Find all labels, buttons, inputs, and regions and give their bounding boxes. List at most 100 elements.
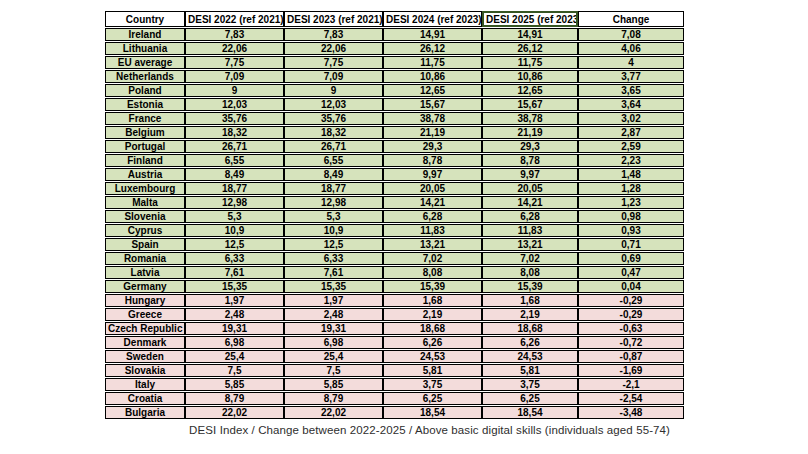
- desi_2023-cell: 8,49: [284, 168, 383, 181]
- desi_2023-cell: 6,98: [284, 336, 383, 349]
- desi_2023-cell: 19,31: [284, 322, 383, 335]
- desi_2023-cell: 5,85: [284, 378, 383, 391]
- table-row: Denmark6,986,986,266,26-0,72: [105, 336, 684, 349]
- table-row: Netherlands7,097,0910,8610,863,77: [105, 70, 684, 83]
- desi_2024-cell: 14,21: [383, 196, 482, 209]
- change-cell: -0,72: [578, 336, 684, 349]
- table-row: Finland6,556,558,788,782,23: [105, 154, 684, 167]
- desi_2025-cell: 29,3: [482, 140, 578, 153]
- desi-table-container: Country DESI 2022 (ref 2021) DESI 2023 (…: [105, 10, 684, 420]
- change-cell: 4: [578, 56, 684, 69]
- change-cell: 4,06: [578, 42, 684, 55]
- table-row: Portugal26,7126,7129,329,32,59: [105, 140, 684, 153]
- table-row: Sweden25,425,424,5324,53-0,87: [105, 350, 684, 363]
- country-cell: Slovenia: [105, 210, 185, 223]
- desi_2022-cell: 7,5: [185, 364, 284, 377]
- desi_2022-cell: 6,98: [185, 336, 284, 349]
- column-header-desi-2025-highlighted: DESI 2025 (ref 2023): [482, 11, 578, 27]
- change-cell: -1,69: [578, 364, 684, 377]
- change-cell: 3,65: [578, 84, 684, 97]
- desi-table: Country DESI 2022 (ref 2021) DESI 2023 (…: [105, 10, 684, 420]
- change-cell: 0,04: [578, 280, 684, 293]
- change-cell: 1,48: [578, 168, 684, 181]
- country-cell: Austria: [105, 168, 185, 181]
- desi_2024-cell: 20,05: [383, 182, 482, 195]
- desi_2025-cell: 20,05: [482, 182, 578, 195]
- table-row: Austria8,498,499,979,971,48: [105, 168, 684, 181]
- desi_2023-cell: 8,79: [284, 392, 383, 405]
- page: Country DESI 2022 (ref 2021) DESI 2023 (…: [0, 0, 808, 454]
- change-cell: -2,54: [578, 392, 684, 405]
- change-cell: 1,28: [578, 182, 684, 195]
- desi_2025-cell: 7,02: [482, 252, 578, 265]
- change-cell: 7,08: [578, 28, 684, 41]
- desi_2023-cell: 15,35: [284, 280, 383, 293]
- change-cell: 2,23: [578, 154, 684, 167]
- desi_2022-cell: 8,79: [185, 392, 284, 405]
- table-header: Country DESI 2022 (ref 2021) DESI 2023 (…: [105, 11, 684, 27]
- change-cell: 3,02: [578, 112, 684, 125]
- change-cell: 2,87: [578, 126, 684, 139]
- change-cell: 2,59: [578, 140, 684, 153]
- desi_2022-cell: 25,4: [185, 350, 284, 363]
- desi_2025-cell: 10,86: [482, 70, 578, 83]
- table-row: Spain12,512,513,2113,210,71: [105, 238, 684, 251]
- desi_2024-cell: 38,78: [383, 112, 482, 125]
- country-cell: Spain: [105, 238, 185, 251]
- country-cell: Bulgaria: [105, 406, 185, 419]
- change-cell: 0,69: [578, 252, 684, 265]
- change-cell: 1,23: [578, 196, 684, 209]
- desi_2025-cell: 6,26: [482, 336, 578, 349]
- desi_2023-cell: 6,33: [284, 252, 383, 265]
- table-row: Belgium18,3218,3221,1921,192,87: [105, 126, 684, 139]
- column-header-desi-2023: DESI 2023 (ref 2021): [284, 11, 383, 27]
- desi_2025-cell: 26,12: [482, 42, 578, 55]
- desi_2023-cell: 7,09: [284, 70, 383, 83]
- desi_2023-cell: 7,61: [284, 266, 383, 279]
- change-cell: -0,29: [578, 294, 684, 307]
- desi_2022-cell: 7,09: [185, 70, 284, 83]
- desi_2023-cell: 35,76: [284, 112, 383, 125]
- desi_2024-cell: 12,65: [383, 84, 482, 97]
- table-row: EU average7,757,7511,7511,754: [105, 56, 684, 69]
- country-cell: Luxembourg: [105, 182, 185, 195]
- country-cell: Denmark: [105, 336, 185, 349]
- table-row: Poland9912,6512,653,65: [105, 84, 684, 97]
- desi_2025-cell: 18,54: [482, 406, 578, 419]
- desi_2022-cell: 22,06: [185, 42, 284, 55]
- country-cell: Portugal: [105, 140, 185, 153]
- change-cell: 0,47: [578, 266, 684, 279]
- column-header-country: Country: [105, 11, 185, 27]
- desi_2022-cell: 12,5: [185, 238, 284, 251]
- desi_2024-cell: 2,19: [383, 308, 482, 321]
- table-row: Germany15,3515,3515,3915,390,04: [105, 280, 684, 293]
- desi_2024-cell: 9,97: [383, 168, 482, 181]
- desi_2024-cell: 18,54: [383, 406, 482, 419]
- desi_2024-cell: 6,26: [383, 336, 482, 349]
- country-cell: Slovakia: [105, 364, 185, 377]
- table-row: Italy5,855,853,753,75-2,1: [105, 378, 684, 391]
- country-cell: EU average: [105, 56, 185, 69]
- header-row: Country DESI 2022 (ref 2021) DESI 2023 (…: [105, 11, 684, 27]
- desi_2024-cell: 8,78: [383, 154, 482, 167]
- table-row: Czech Republic19,3119,3118,6818,68-0,63: [105, 322, 684, 335]
- desi_2023-cell: 18,32: [284, 126, 383, 139]
- table-row: Luxembourg18,7718,7720,0520,051,28: [105, 182, 684, 195]
- desi_2024-cell: 24,53: [383, 350, 482, 363]
- change-cell: 0,98: [578, 210, 684, 223]
- desi_2023-cell: 5,3: [284, 210, 383, 223]
- desi_2024-cell: 7,02: [383, 252, 482, 265]
- column-header-change: Change: [578, 11, 684, 27]
- table-row: Hungary1,971,971,681,68-0,29: [105, 294, 684, 307]
- desi_2024-cell: 26,12: [383, 42, 482, 55]
- desi_2025-cell: 1,68: [482, 294, 578, 307]
- desi_2025-cell: 6,28: [482, 210, 578, 223]
- desi_2024-cell: 29,3: [383, 140, 482, 153]
- country-cell: Ireland: [105, 28, 185, 41]
- change-cell: 3,64: [578, 98, 684, 111]
- desi_2023-cell: 2,48: [284, 308, 383, 321]
- desi_2025-cell: 11,83: [482, 224, 578, 237]
- desi_2022-cell: 18,77: [185, 182, 284, 195]
- country-cell: Italy: [105, 378, 185, 391]
- country-cell: Greece: [105, 308, 185, 321]
